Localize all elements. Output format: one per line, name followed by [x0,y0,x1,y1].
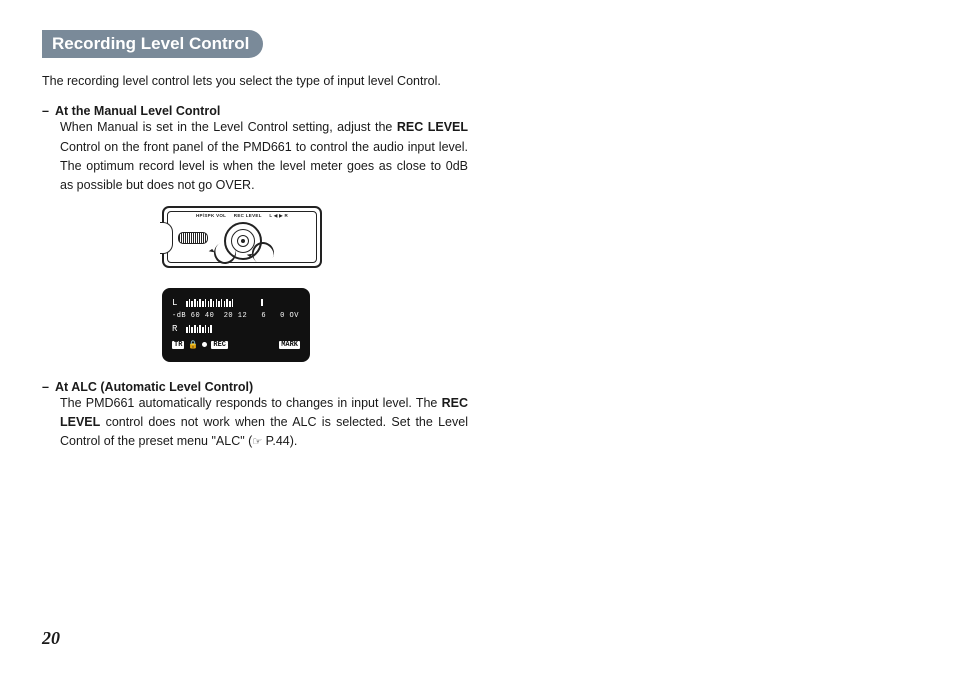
body-bold: REC LEVEL [397,120,468,134]
manual-page: Recording Level Control The recording le… [0,0,954,673]
label-rec: REC LEVEL [234,213,262,218]
meter-l-bars [186,299,233,307]
figure-group: HP/SPK VOL REC LEVEL L ◀ ▶ R L [162,206,468,362]
lock-icon: 🔒 [188,340,198,350]
section-alc: – At ALC (Automatic Level Control) The P… [42,380,468,452]
page-number: 20 [42,628,60,649]
meter-l-label: L [172,298,182,308]
section-title: – At the Manual Level Control [42,104,468,118]
label-lr: L ◀ ▶ R [269,213,288,218]
section-body: The PMD661 automatically responds to cha… [60,394,468,452]
label-vol: HP/SPK VOL [196,213,226,218]
section-heading: Recording Level Control [42,30,263,58]
device-labels: HP/SPK VOL REC LEVEL L ◀ ▶ R [164,213,320,219]
meter-scale: -dB 60 40 20 12 6 0 OV [172,312,300,320]
arc-icon [160,222,173,254]
rec-dot-icon [202,342,207,347]
pointer-icon: ☞ [252,434,262,451]
section-title: – At ALC (Automatic Level Control) [42,380,468,394]
meter-r-label: R [172,324,182,334]
meter-row-left: L [172,296,300,310]
section-manual: – At the Manual Level Control When Manua… [42,104,468,362]
body-pre: The PMD661 automatically responds to cha… [60,396,442,410]
section-body: When Manual is set in the Level Control … [60,118,468,196]
rec-tag: REC [211,341,228,349]
body-mid: Control on the front panel of the PMD661… [60,140,468,193]
intro-text: The recording level control lets you sel… [42,72,442,90]
section-title-text: At ALC (Automatic Level Control) [55,380,253,394]
tr-tag: TR [172,341,184,349]
device-panel-illustration: HP/SPK VOL REC LEVEL L ◀ ▶ R [162,206,322,268]
body-pre: When Manual is set in the Level Control … [60,120,397,134]
meter-l-peak [261,299,263,306]
ref-text: P.44). [262,434,297,448]
dash: – [42,380,52,394]
lcd-status-row: TR 🔒 REC MARK [172,340,300,350]
mark-tag: MARK [279,341,300,349]
section-title-text: At the Manual Level Control [55,104,220,118]
lcd-meter-illustration: L -dB 60 40 20 12 6 0 OV R TR 🔒 REC [162,288,310,362]
vol-ridge-icon [178,232,208,244]
dash: – [42,104,52,118]
meter-r-bars [186,325,212,333]
meter-row-right: R [172,322,300,336]
sections: – At the Manual Level Control When Manua… [42,104,468,452]
